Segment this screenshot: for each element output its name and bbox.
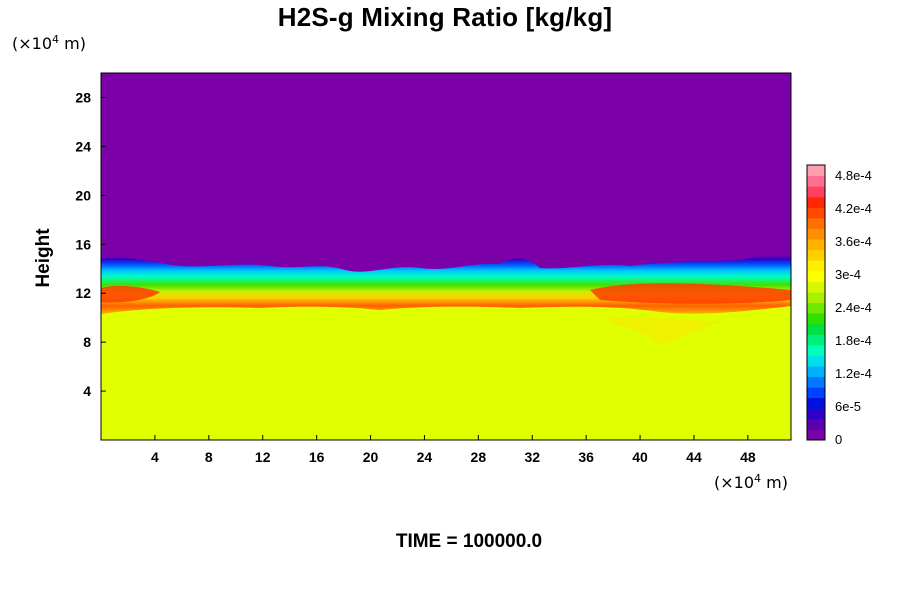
colorbar-swatch [807, 186, 825, 198]
x-axis-unit: (×104 m) [714, 472, 788, 492]
lower-layer [101, 306, 791, 440]
y-tick-label: 16 [75, 236, 91, 252]
x-tick-label: 24 [417, 449, 433, 465]
colorbar-swatch [807, 355, 825, 367]
x-unit-prefix: (×10 [714, 473, 755, 492]
red-layer-left [101, 285, 160, 303]
y-tick-label: 4 [83, 383, 91, 399]
colorbar-swatch [807, 365, 825, 378]
colorbar-swatch [807, 217, 825, 229]
time-label: TIME = 100000.0 [395, 531, 543, 552]
colorbar-swatch [807, 281, 825, 293]
colorbar-swatch [807, 408, 825, 420]
colorbar-tick-label: 6e-5 [835, 399, 861, 414]
colorbar-swatch [807, 334, 825, 346]
colorbar [806, 164, 826, 441]
y-axis-label: Height [33, 228, 54, 288]
lower-layer-plume [610, 317, 720, 346]
colorbar-swatch [807, 239, 825, 251]
colorbar-swatch [807, 175, 825, 187]
x-tick-label: 8 [205, 449, 213, 465]
red-layer-right [590, 283, 791, 304]
colorbar-swatch [807, 165, 825, 177]
x-tick-label: 4 [151, 449, 159, 465]
x-tick-label: 40 [632, 449, 648, 465]
x-tick-label: 20 [363, 449, 379, 465]
colorbar-swatch [807, 196, 825, 208]
y-axis-unit: (×104 m) [12, 33, 86, 53]
colorbar-swatch [807, 397, 825, 409]
x-unit-suffix: m) [761, 473, 788, 492]
y-unit-prefix: (×10 [12, 34, 53, 53]
x-tick-label: 16 [309, 449, 325, 465]
y-tick-label: 24 [75, 138, 91, 154]
colorbar-swatch [807, 270, 825, 282]
x-tick-label: 32 [524, 449, 540, 465]
colorbar-swatch [807, 387, 825, 399]
colorbar-tick-label: 3e-4 [835, 267, 861, 282]
chart-title: H2S-g Mixing Ratio [kg/kg] [277, 2, 613, 32]
colorbar-tick-label: 0 [835, 432, 842, 447]
x-tick-label: 48 [740, 449, 756, 465]
colorbar-swatch [807, 344, 825, 356]
colorbar-swatch [807, 313, 825, 325]
colorbar-ticks: 0 6e-5 1.2e-4 1.8e-4 2.4e-4 3e-4 3.6e-4 4.2e-4 4… [835, 168, 872, 447]
colorbar-swatch [807, 418, 825, 430]
y-unit-exponent: 4 [52, 33, 60, 46]
y-tick-label: 20 [75, 187, 91, 203]
colorbar-swatch [807, 302, 825, 314]
colorbar-tick-label: 2.4e-4 [835, 300, 872, 315]
colorbar-tick-label: 1.2e-4 [835, 366, 872, 381]
colorbar-tick-label: 1.8e-4 [835, 333, 872, 348]
colorbar-swatch [807, 323, 825, 335]
colorbar-swatch [807, 429, 825, 441]
colorbar-swatch [807, 249, 825, 261]
colorbar-swatch [807, 291, 825, 303]
transition-band [101, 255, 791, 320]
x-tick-label: 28 [471, 449, 487, 465]
colorbar-frame [806, 164, 826, 441]
y-tick-label: 28 [75, 89, 91, 105]
x-unit-exponent: 4 [754, 472, 762, 485]
colorbar-tick-label: 4.2e-4 [835, 201, 872, 216]
y-tick-label: 8 [83, 334, 91, 350]
colorbar-tick-label: 3.6e-4 [835, 234, 872, 249]
colorbar-swatch [807, 207, 825, 219]
x-tick-label: 44 [686, 449, 702, 465]
x-tick-label: 12 [255, 449, 271, 465]
colorbar-swatch [807, 376, 825, 388]
colorbar-swatch [807, 228, 825, 240]
plot-frame [100, 72, 792, 441]
x-ticks: 4 8 12 16 20 24 28 32 36 40 44 48 [151, 435, 756, 465]
x-tick-label: 36 [578, 449, 594, 465]
plot-area [101, 73, 791, 440]
y-unit-suffix: m) [59, 34, 86, 53]
colorbar-swatch [807, 260, 825, 272]
y-ticks: 4 8 12 16 20 24 28 [75, 89, 106, 399]
y-tick-label: 12 [75, 285, 91, 301]
colorbar-tick-label: 4.8e-4 [835, 168, 872, 183]
